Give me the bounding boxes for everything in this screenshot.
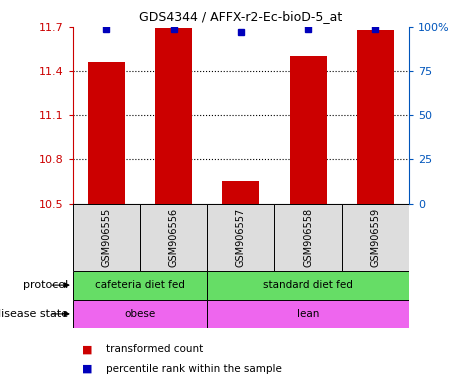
Text: GSM906557: GSM906557: [236, 207, 246, 267]
Text: standard diet fed: standard diet fed: [263, 280, 353, 290]
Title: GDS4344 / AFFX-r2-Ec-bioD-5_at: GDS4344 / AFFX-r2-Ec-bioD-5_at: [139, 10, 343, 23]
Text: cafeteria diet fed: cafeteria diet fed: [95, 280, 185, 290]
Bar: [73, 204, 140, 271]
Text: obese: obese: [125, 309, 156, 319]
Text: GSM906559: GSM906559: [370, 208, 380, 266]
Bar: [207, 204, 274, 271]
Bar: [207, 300, 409, 328]
Bar: [290, 56, 327, 204]
Text: lean: lean: [297, 309, 319, 319]
Bar: [140, 204, 207, 271]
Text: GSM906555: GSM906555: [102, 207, 111, 267]
Bar: [342, 204, 409, 271]
Bar: [222, 181, 259, 204]
Text: ■: ■: [82, 344, 93, 354]
Text: GSM906556: GSM906556: [169, 208, 179, 266]
Text: disease state: disease state: [0, 309, 68, 319]
Text: transformed count: transformed count: [106, 344, 203, 354]
Text: protocol: protocol: [23, 280, 68, 290]
Bar: [155, 28, 192, 204]
Text: percentile rank within the sample: percentile rank within the sample: [106, 364, 282, 374]
Bar: [357, 30, 394, 204]
Text: ■: ■: [82, 364, 93, 374]
Bar: [73, 300, 207, 328]
Bar: [207, 271, 409, 300]
Bar: [73, 271, 207, 300]
Bar: [88, 62, 125, 204]
Bar: [274, 204, 342, 271]
Text: GSM906558: GSM906558: [303, 208, 313, 266]
